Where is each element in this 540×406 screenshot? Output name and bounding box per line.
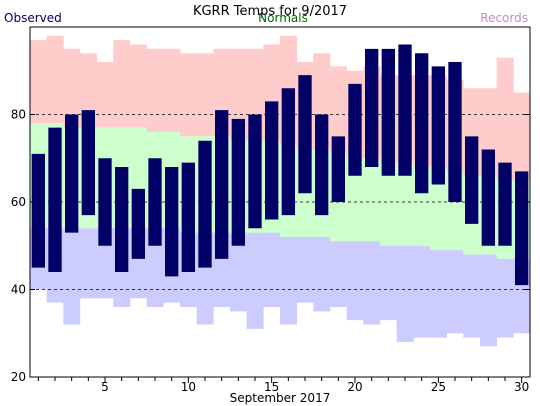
observed-bar (198, 140, 212, 268)
record-high-band (163, 48, 181, 132)
plot-area: 20 40 60 80 5 10 15 20 25 30 (11, 26, 531, 394)
record-low-band (363, 241, 381, 325)
x-tick-label: 10 (181, 380, 196, 394)
normal-range-band (363, 158, 381, 242)
observed-bar (215, 110, 229, 259)
observed-bar (381, 48, 395, 176)
observed-bar (31, 153, 45, 268)
normal-range-band (430, 167, 447, 251)
record-high-band (130, 44, 147, 128)
record-low-band (80, 228, 97, 299)
observed-bar (65, 114, 79, 233)
observed-bar (348, 83, 362, 176)
legend-records: Records (480, 11, 528, 25)
observed-bar (81, 110, 95, 216)
normal-range-band (346, 158, 364, 242)
x-tick-label: 20 (347, 380, 362, 394)
observed-bar (265, 101, 279, 220)
y-tick-label: 80 (11, 108, 26, 122)
record-high-band (230, 48, 247, 141)
record-high-band (180, 53, 197, 137)
observed-bar (98, 158, 112, 246)
normal-range-band (396, 162, 414, 246)
observed-bar (248, 114, 262, 229)
record-low-band (263, 232, 281, 307)
legend-observed: Observed (4, 11, 62, 25)
record-low-band (480, 254, 497, 347)
normal-range-band (380, 162, 397, 246)
observed-bar (48, 127, 62, 272)
record-low-band (146, 228, 164, 307)
observed-bar (281, 88, 295, 216)
record-high-band (63, 48, 81, 128)
record-low-band (396, 245, 414, 342)
observed-bar (431, 66, 445, 185)
record-low-band (446, 250, 464, 334)
observed-bar (148, 158, 162, 246)
y-tick-label: 60 (11, 195, 26, 209)
record-high-band (513, 92, 531, 181)
record-low-band (496, 258, 514, 338)
record-low-band (380, 245, 397, 321)
record-high-band (30, 40, 47, 124)
record-high-band (196, 53, 214, 137)
observed-bar (131, 188, 145, 259)
record-high-band (330, 66, 347, 154)
legend-normals: Normals (258, 11, 308, 25)
observed-bar (365, 48, 379, 167)
record-low-band (413, 245, 431, 338)
observed-bar (298, 75, 312, 194)
observed-bar (315, 114, 329, 216)
chart-title: KGRR Temps for 9/2017 (193, 4, 347, 19)
observed-bar (398, 44, 412, 176)
observed-bar (165, 167, 179, 277)
observed-bar (515, 171, 529, 286)
observed-bar (481, 149, 495, 246)
record-low-band (280, 237, 297, 325)
observed-bar (498, 162, 512, 246)
y-tick-label: 40 (11, 283, 26, 297)
x-tick-label: 15 (264, 380, 279, 394)
x-tick-label: 30 (514, 380, 529, 394)
x-tick-label: 25 (431, 380, 446, 394)
record-low-band (63, 228, 81, 325)
observed-bar (115, 167, 129, 272)
x-axis-label: September 2017 (230, 391, 331, 405)
x-tick-label: 5 (101, 380, 109, 394)
record-high-band (146, 48, 164, 132)
observed-bar (448, 62, 462, 202)
observed-bar (231, 118, 245, 246)
record-low-band (430, 250, 447, 338)
y-tick-label: 20 (11, 370, 26, 384)
record-low-band (296, 237, 314, 303)
record-low-band (230, 232, 247, 312)
record-low-band (246, 232, 264, 329)
record-high-band (96, 62, 114, 128)
record-high-band (80, 53, 97, 128)
record-high-band (496, 57, 514, 181)
record-high-band (113, 40, 131, 128)
observed-bar (181, 162, 195, 272)
record-low-band (313, 237, 331, 312)
observed-bar (331, 136, 345, 202)
record-low-band (346, 241, 364, 321)
record-low-band (330, 241, 347, 307)
observed-bar (465, 136, 479, 224)
observed-bar (415, 53, 429, 194)
record-low-band (463, 254, 481, 338)
record-high-band (46, 35, 64, 124)
